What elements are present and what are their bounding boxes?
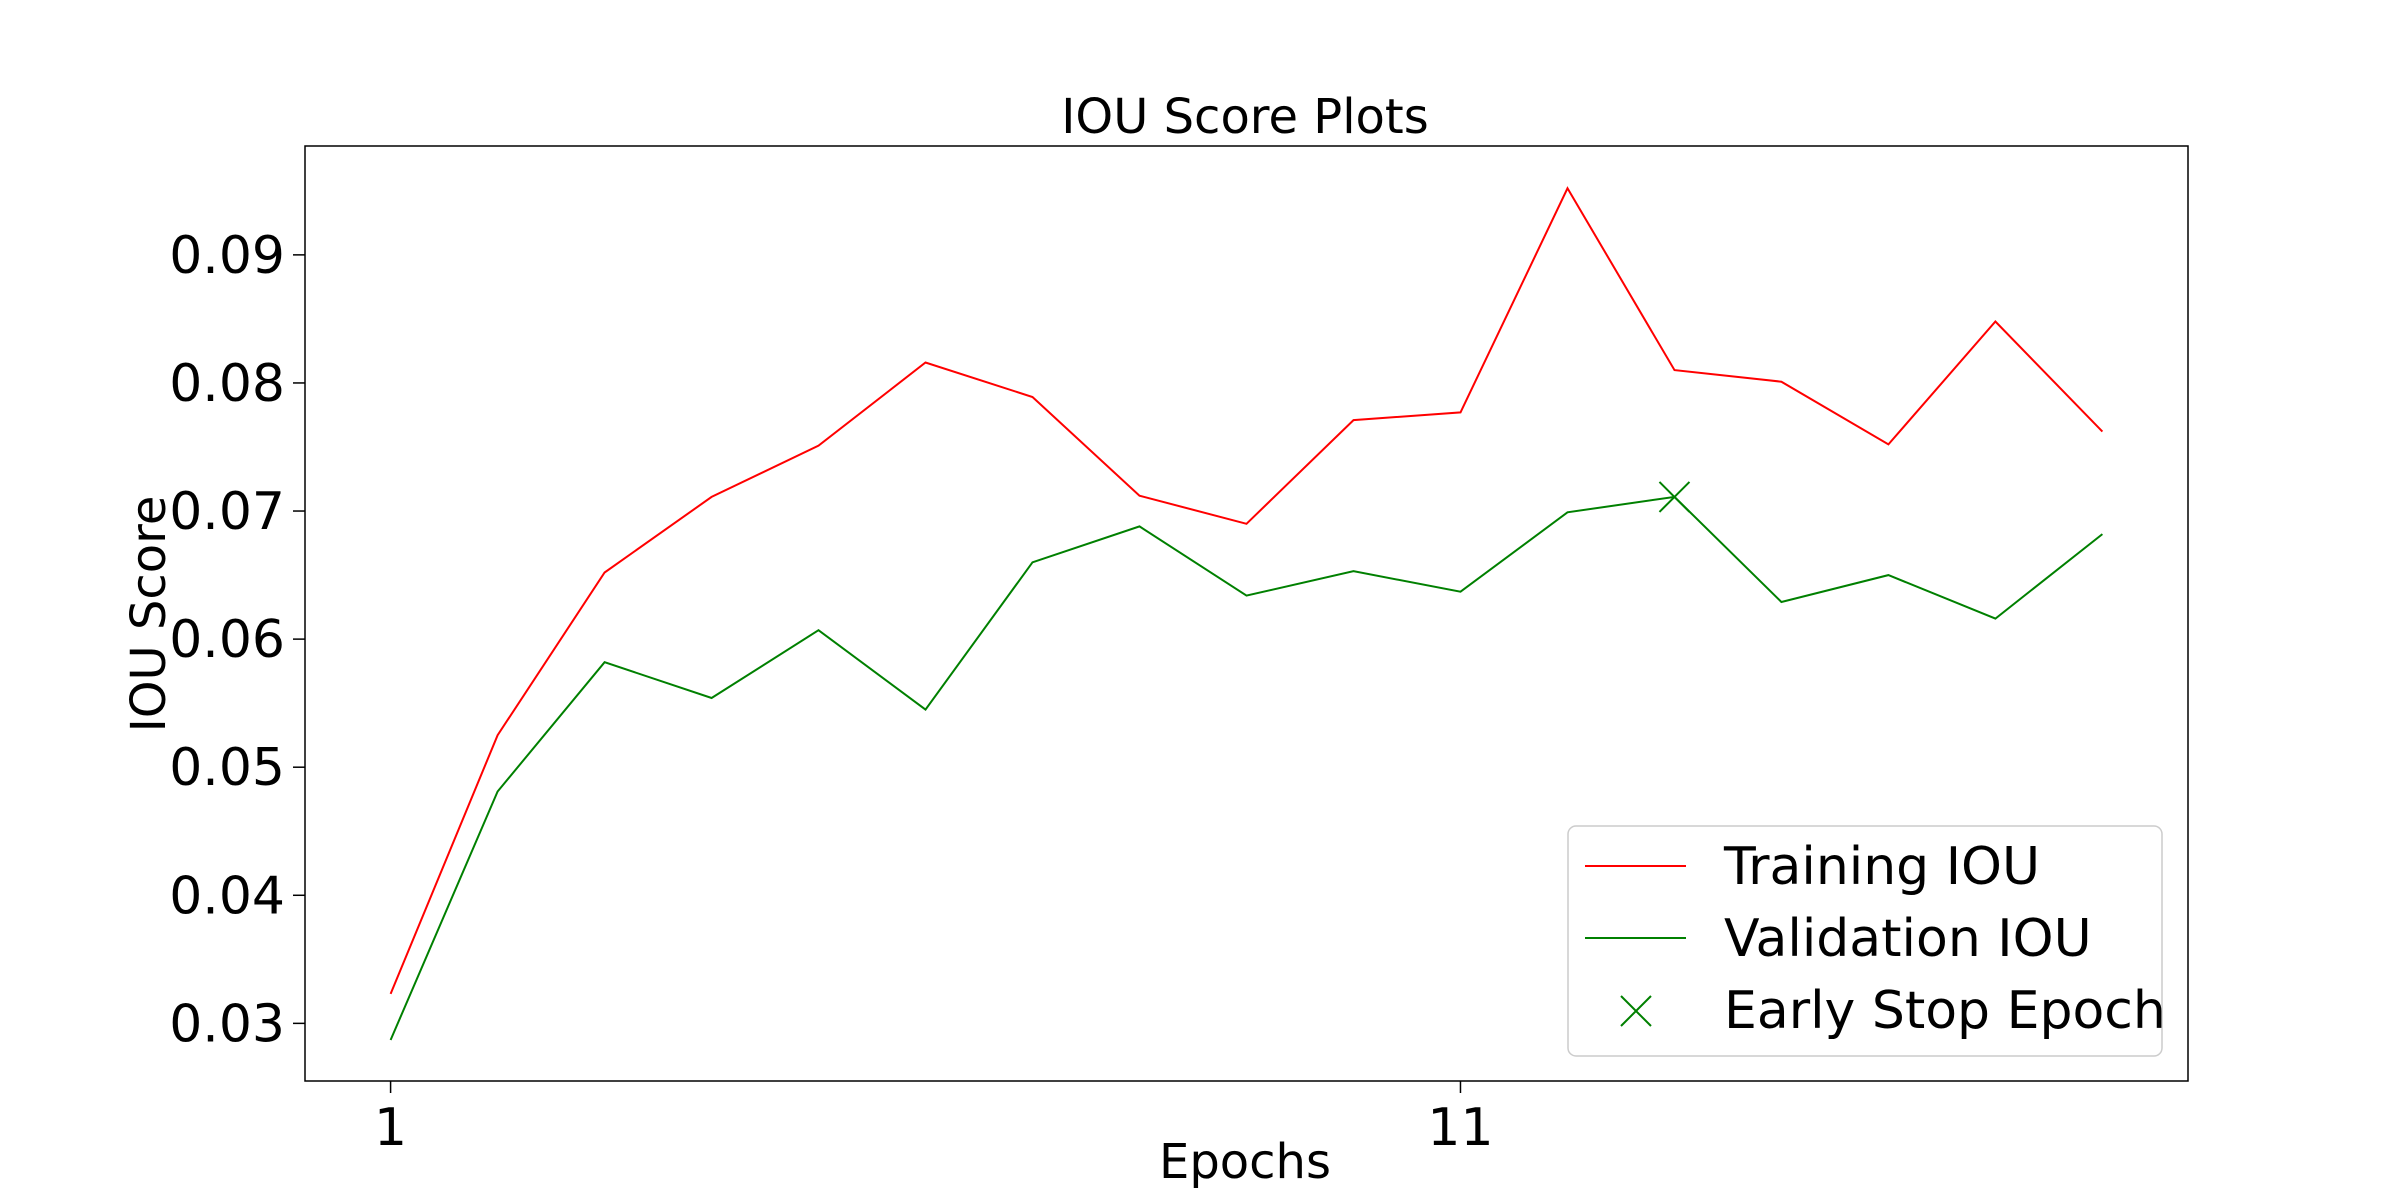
y-tick-label: 0.06 bbox=[169, 610, 285, 670]
legend-label-validation: Validation IOU bbox=[1724, 909, 2092, 969]
y-tick-label: 0.07 bbox=[169, 482, 285, 542]
x-axis-label: Epochs bbox=[1159, 1134, 1331, 1190]
legend-box bbox=[1567, 825, 2163, 1057]
markers bbox=[1658, 481, 1691, 513]
chart-title: IOU Score Plots bbox=[1061, 89, 1429, 145]
legend-label-early-stop: Early Stop Epoch bbox=[1724, 981, 2166, 1041]
plot-area bbox=[304, 145, 2189, 1082]
y-tick-label: 0.04 bbox=[169, 866, 285, 926]
x-tick-label: 1 bbox=[374, 1098, 407, 1158]
legend-marker-early-stop bbox=[1620, 995, 1652, 1027]
training-iou-line bbox=[389, 186, 2104, 995]
y-tick-label: 0.08 bbox=[169, 354, 285, 414]
validation-iou-line bbox=[389, 495, 2104, 1041]
x-tick-label: 11 bbox=[1427, 1098, 1493, 1158]
legend: Training IOU Validation IOU Early Stop E… bbox=[1567, 825, 2166, 1057]
y-tick-label: 0.05 bbox=[169, 738, 285, 798]
early-stop-marker bbox=[1658, 481, 1691, 513]
y-tick-label: 0.03 bbox=[169, 994, 285, 1054]
x-axis: 1 11 bbox=[374, 1081, 1494, 1158]
series-lines bbox=[389, 186, 2104, 1041]
plot-frame bbox=[304, 145, 2189, 1082]
legend-label-training: Training IOU bbox=[1723, 837, 2040, 897]
y-tick-label: 0.09 bbox=[169, 226, 285, 286]
y-axis: 0.03 0.04 0.05 0.06 0.07 0.08 0.09 bbox=[169, 226, 305, 1054]
y-axis-label: IOU Score bbox=[121, 496, 177, 733]
